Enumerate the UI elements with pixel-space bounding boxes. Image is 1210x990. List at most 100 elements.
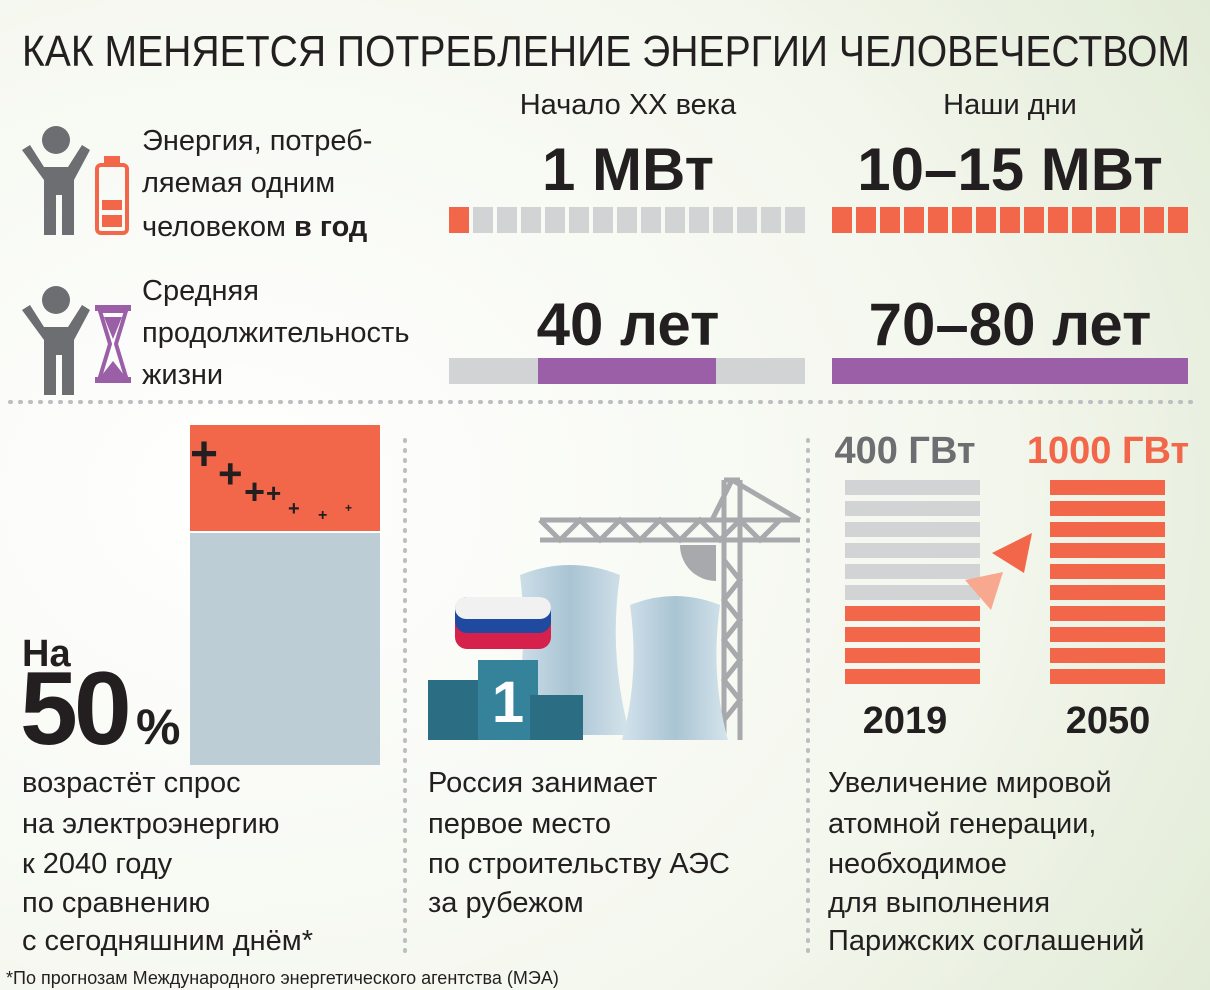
battery-icon: [95, 156, 129, 235]
segment: [1144, 207, 1164, 233]
column-header: Начало XX века: [520, 89, 737, 121]
segment: [1024, 207, 1044, 233]
segment: [1168, 207, 1188, 233]
separators: [8, 400, 1202, 962]
stack-bar: [845, 501, 980, 516]
unit: %: [136, 699, 180, 755]
svg-text:+: +: [318, 507, 327, 524]
panel-text: Увеличение мировой атомной генерации, нео…: [828, 767, 1144, 957]
segment-bars: [449, 207, 1188, 233]
life-bar: [832, 358, 1188, 384]
segment: [689, 207, 709, 233]
big-number: 50: [20, 651, 128, 767]
stack-bar: [845, 480, 980, 495]
panel-text: Россия занимает первое место по строитель…: [428, 767, 730, 919]
segment: [641, 207, 661, 233]
svg-text:+: +: [190, 428, 218, 481]
footnote: *По прогнозам Международного энергетичес…: [6, 968, 559, 988]
cooling-tower: [622, 596, 728, 740]
stack-bar: [845, 627, 980, 642]
stack-bar: [1050, 585, 1165, 600]
stack-bar: [1050, 648, 1165, 663]
segment: [928, 207, 948, 233]
stack-bar: [1050, 522, 1165, 537]
value: 40 лет: [537, 291, 720, 358]
row-label: Средняя продолжительность жизни: [142, 275, 418, 391]
crane: [538, 477, 802, 740]
stack-bar: [845, 522, 980, 537]
capacity-stacks: [845, 480, 1165, 684]
podium-step: [428, 680, 483, 740]
podium-rank: 1: [492, 670, 524, 735]
segment: [593, 207, 613, 233]
stack-bar: [845, 585, 980, 600]
segment: [785, 207, 805, 233]
svg-text:+: +: [218, 450, 243, 497]
segment: [545, 207, 565, 233]
segment: [737, 207, 757, 233]
svg-text:+: +: [345, 501, 352, 515]
svg-text:+: +: [288, 498, 300, 520]
battery-level: [102, 215, 122, 227]
stack-bar: [1050, 669, 1165, 684]
stack-bar: [845, 669, 980, 684]
battery-level: [102, 200, 122, 210]
plus-signs: + + + + + + +: [190, 428, 352, 524]
stack-bar: [1050, 501, 1165, 516]
segment: [665, 207, 685, 233]
value: 1 МВт: [542, 136, 714, 203]
segment: [1120, 207, 1140, 233]
year-label: 2050: [1066, 700, 1151, 742]
podium-step: [530, 695, 583, 740]
segment: [904, 207, 924, 233]
segment: [473, 207, 493, 233]
segment: [832, 207, 852, 233]
arrow: [965, 572, 1003, 610]
capacity-label: 1000 ГВт: [1027, 430, 1189, 472]
stack-bar: [845, 648, 980, 663]
base-block: [190, 533, 380, 765]
panel-text: возрастёт спрос на электроэнергию к 2040 …: [22, 767, 313, 957]
stack-bar: [845, 564, 980, 579]
flag: [455, 597, 551, 649]
stack-bar: [1050, 543, 1165, 558]
person-icon: [22, 126, 90, 235]
year-label: 2019: [863, 700, 948, 742]
segment: [569, 207, 589, 233]
segment: [497, 207, 517, 233]
segment: [1072, 207, 1092, 233]
arrow: [992, 533, 1032, 573]
growth-block: [190, 425, 380, 531]
row-label: Энергия, потреб- ляемая одним человеком …: [142, 125, 380, 243]
segment: [521, 207, 541, 233]
stack-bar: [845, 606, 980, 621]
capacity-label: 400 ГВт: [834, 430, 975, 472]
stack-bar: [1050, 480, 1165, 495]
stack-bar: [1050, 606, 1165, 621]
segment: [856, 207, 876, 233]
svg-text:+: +: [244, 471, 265, 512]
segment: [1000, 207, 1020, 233]
stack-bar: [1050, 627, 1165, 642]
person-icon: [22, 286, 90, 395]
column-header: Наши дни: [943, 89, 1077, 121]
segment: [1096, 207, 1116, 233]
segment: [952, 207, 972, 233]
life-bar: [538, 358, 716, 384]
crane-hook: [680, 545, 716, 581]
segment: [761, 207, 781, 233]
title: КАК МЕНЯЕТСЯ ПОТРЕБЛЕНИЕ ЭНЕРГИИ ЧЕЛОВЕЧ…: [22, 27, 1190, 76]
segment: [617, 207, 637, 233]
stack-bar: [845, 543, 980, 558]
hourglass-icon: [95, 305, 131, 383]
segment: [976, 207, 996, 233]
stack-bar: [1050, 564, 1165, 579]
value: 70–80 лет: [869, 291, 1152, 358]
segment: [1048, 207, 1068, 233]
segment: [449, 207, 469, 233]
svg-text:+: +: [266, 478, 281, 508]
prefix: На: [22, 633, 71, 675]
value: 10–15 МВт: [857, 136, 1162, 203]
